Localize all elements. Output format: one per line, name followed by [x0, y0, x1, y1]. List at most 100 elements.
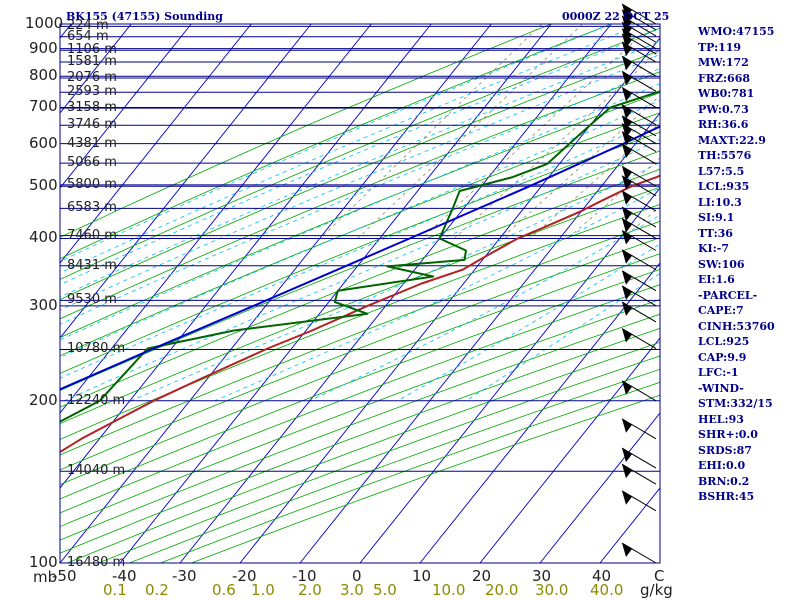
- wind-barb-flag: [622, 207, 632, 222]
- wind-barb-staff: [621, 28, 657, 50]
- temperature-tick-label: -50: [52, 567, 77, 585]
- dry-adiabat-line: [60, 50, 660, 300]
- wind-barb-staff: [621, 115, 657, 137]
- isotherm-line: [539, 412, 660, 563]
- height-label: 16480 m: [67, 555, 126, 570]
- temperature-tick-label: 30: [532, 567, 552, 585]
- wind-barb-flag: [622, 9, 632, 24]
- temperature-tick-label: -10: [292, 567, 317, 585]
- temperature-tick-label: 10: [412, 567, 432, 585]
- stability-index-item: LI:10.3: [698, 195, 742, 209]
- wind-barb-flag: [622, 143, 632, 158]
- wind-barb-staff: [621, 447, 657, 469]
- wind-barb-flag: [622, 33, 632, 48]
- wind-barb-flag: [622, 131, 632, 146]
- dry-adiabat-line: [60, 313, 660, 541]
- wind-barb-staff: [621, 249, 657, 271]
- stability-index-item: LFC:-1: [698, 366, 739, 379]
- stability-index-item: LCL:935: [698, 180, 750, 193]
- dry-adiabat-line: [60, 24, 553, 238]
- plot-frame: [59, 23, 661, 564]
- wind-barb-flag: [622, 328, 632, 343]
- wind-barb-staff: [621, 380, 657, 402]
- temperature-tick-label: 0: [352, 567, 362, 585]
- isotherm-line: [479, 337, 660, 563]
- wind-barb-flag: [622, 464, 632, 479]
- wind-barb-flag: [622, 175, 632, 190]
- parcel-profile-line: [60, 125, 660, 391]
- mixing-ratio-tick-label: 30.0: [535, 581, 569, 599]
- moist-adiabat-line: [60, 99, 660, 359]
- wind-barb-flag: [622, 301, 632, 316]
- height-label: 6583 m: [67, 200, 117, 216]
- height-label: 12240 m: [67, 392, 126, 408]
- height-label: 1106 m: [67, 42, 117, 58]
- pressure-tick-label: 200: [29, 390, 58, 409]
- wind-barb-flag: [622, 380, 632, 395]
- stability-index-item: SI:9.1: [698, 211, 735, 224]
- wind-barb-flag: [622, 115, 632, 130]
- height-label: 654 m: [67, 28, 109, 44]
- height-label: 3158 m: [67, 100, 117, 116]
- wind-barb-staff: [621, 15, 657, 37]
- height-label: 5800 m: [67, 176, 117, 192]
- stability-index-item: CAPE:7: [698, 304, 744, 317]
- wind-barb-staff: [621, 55, 657, 77]
- stability-index-item: BSHR:45: [698, 490, 755, 503]
- dry-adiabat-line: [60, 220, 660, 456]
- wind-barb-flag: [622, 71, 632, 86]
- pressure-tick-label: 300: [29, 295, 58, 314]
- wind-barb-staff: [621, 328, 657, 349]
- wind-barb-staff: [621, 230, 657, 251]
- height-label: 4381 m: [67, 135, 117, 151]
- height-label: 8431 m: [67, 257, 117, 273]
- moist-adiabat-line: [309, 214, 660, 402]
- isotherm-line: [60, 24, 492, 563]
- mixing-ratio-tick-label: 40.0: [590, 581, 624, 599]
- wind-barb-flag: [622, 418, 632, 433]
- stability-index-item: -PARCEL-: [698, 288, 758, 302]
- stability-index-item: SW:106: [698, 257, 745, 271]
- wind-barb-flag: [622, 270, 632, 285]
- wind-barb-staff: [621, 175, 657, 197]
- stability-index-item: WB0:781: [698, 87, 755, 100]
- wind-barb-staff: [621, 218, 657, 239]
- wind-barb-staff: [621, 490, 657, 512]
- stability-index-item: FRZ:668: [698, 71, 751, 85]
- dry-adiabat-line: [60, 150, 660, 392]
- stability-index-item: RH:36.6: [698, 118, 749, 131]
- mixing-ratio-tick-label: 3.0: [340, 581, 364, 599]
- wind-barb-staff: [621, 21, 657, 43]
- wind-barb-staff: [621, 3, 657, 25]
- wind-barb-staff: [621, 70, 657, 92]
- dry-adiabat-line: [60, 24, 613, 260]
- stability-index-item: L57:5.5: [698, 164, 745, 178]
- wind-barb-staff: [621, 9, 657, 31]
- temperature-unit-label: C: [654, 567, 665, 585]
- isotherm-line: [0, 24, 11, 563]
- wind-barbs: [621, 3, 657, 564]
- stability-index-item: EHI:0.0: [698, 459, 746, 472]
- mixing-ratio-tick-label: 5.0: [373, 581, 397, 599]
- isotherm-line: [60, 24, 372, 414]
- stability-index-item: TT:36: [698, 226, 733, 240]
- sounding-time: 0000Z 22 OCT 25: [562, 10, 670, 23]
- wind-barb-flag: [622, 448, 632, 463]
- mixing-ratio-tick-label: 0.2: [145, 581, 169, 599]
- temperature-tick-label: 40: [592, 567, 612, 585]
- dry-adiabat-lines: [60, 24, 660, 563]
- dry-adiabat-line: [60, 92, 660, 339]
- stability-index-item: MAXT:22.9: [698, 133, 766, 147]
- dry-adiabat-line: [60, 253, 660, 485]
- stability-index-item: KI:-7: [698, 242, 729, 255]
- moist-adiabat-line: [214, 187, 660, 402]
- stability-index-item: BRN:0.2: [698, 474, 750, 488]
- dry-adiabat-line: [60, 168, 660, 408]
- wind-barb-flag: [622, 28, 632, 43]
- wind-barb-staff: [621, 41, 657, 63]
- pressure-tick-label: 800: [29, 66, 58, 85]
- wind-barb-staff: [621, 285, 657, 307]
- wind-barb-flag: [622, 16, 632, 31]
- pressure-unit-label: mb: [33, 568, 58, 586]
- wind-barb-staff: [621, 143, 657, 165]
